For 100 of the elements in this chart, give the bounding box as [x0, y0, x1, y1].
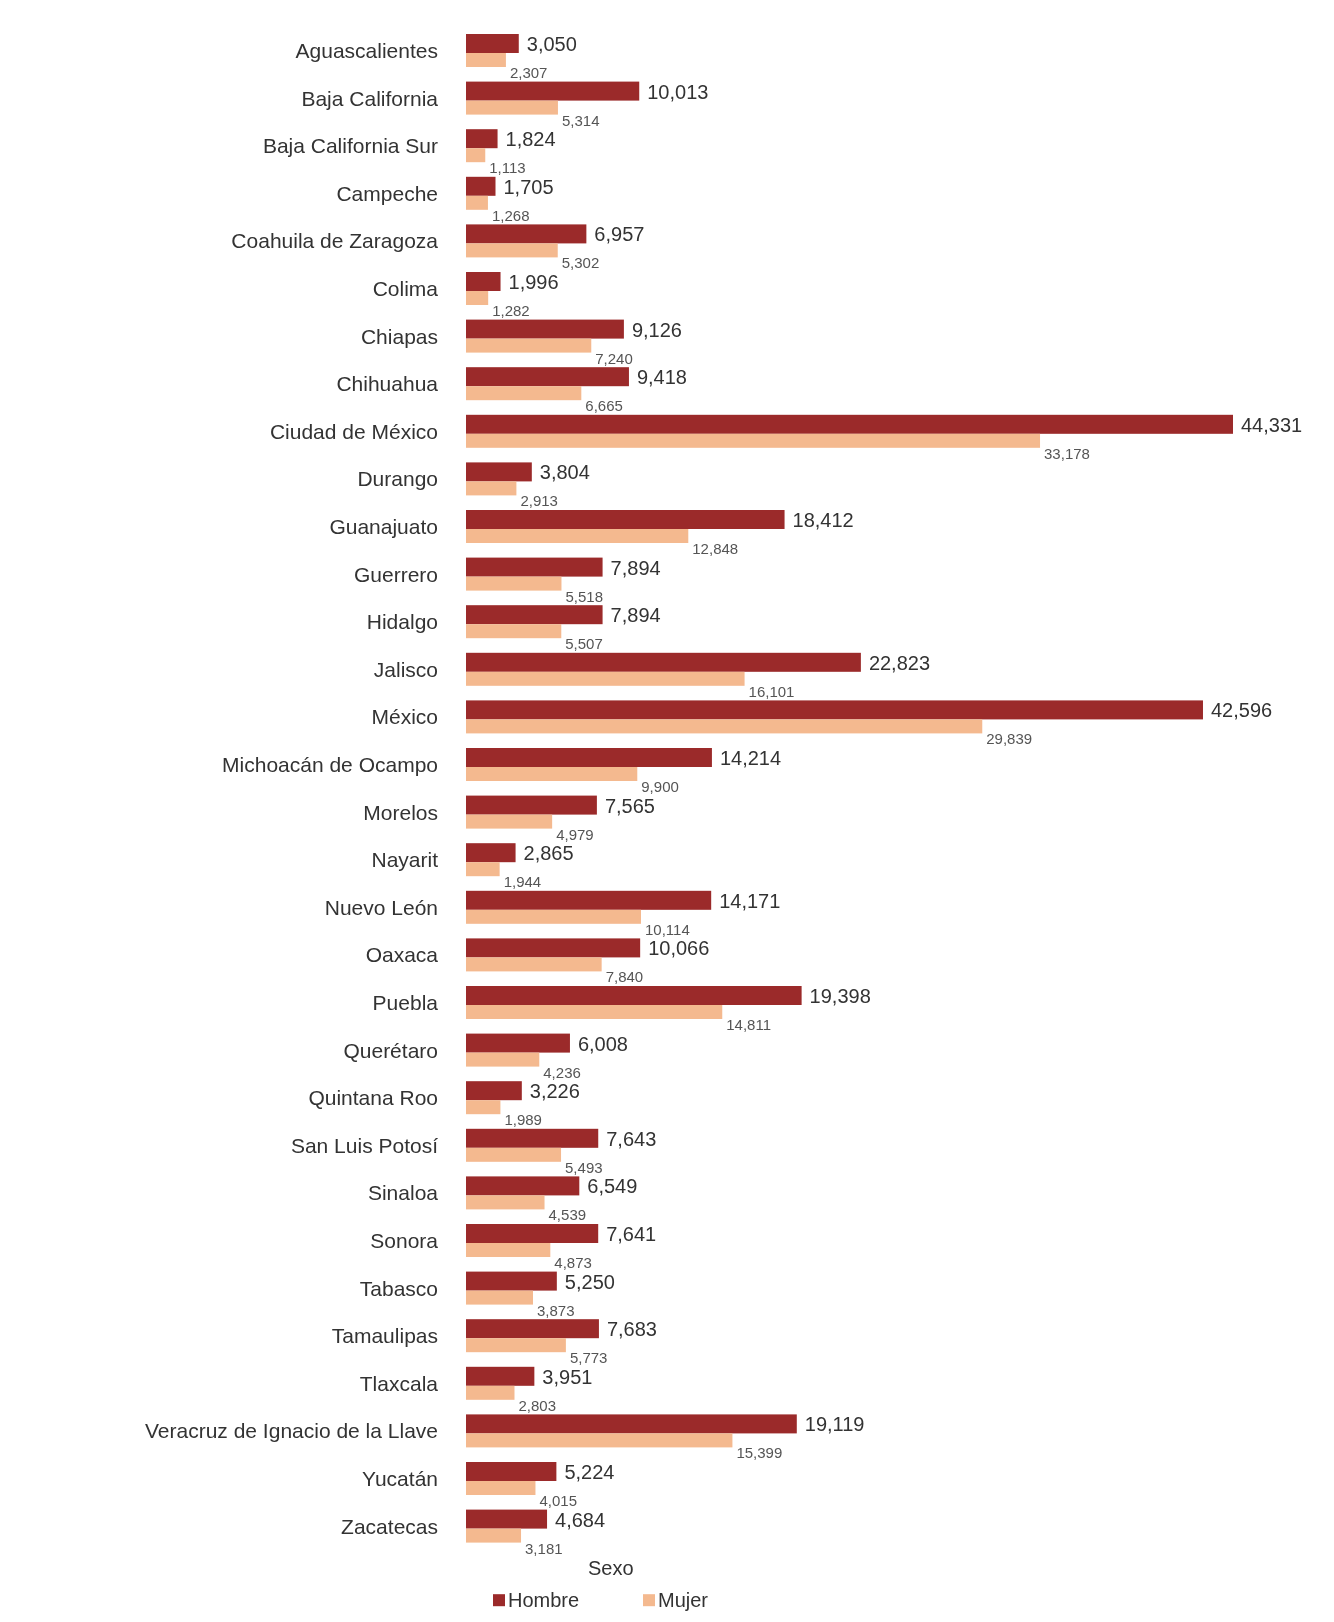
bar [466, 1338, 566, 1353]
bar [466, 1195, 545, 1210]
bar [466, 243, 558, 258]
bar [466, 224, 587, 244]
bar [466, 700, 1203, 720]
y-tick-label: Nuevo León [324, 895, 438, 919]
data-label: 4,979 [556, 825, 594, 843]
bar [466, 719, 983, 734]
legend-label: Hombre [508, 1589, 580, 1612]
bar [466, 652, 861, 672]
data-label: 22,823 [868, 651, 931, 674]
bar [466, 909, 641, 924]
data-label: 5,518 [565, 587, 604, 605]
legend-title: Sexo [588, 1557, 634, 1580]
bar [466, 1176, 580, 1196]
y-tick-label: Puebla [372, 991, 439, 1014]
data-label: 33,178 [1044, 444, 1090, 462]
bar [466, 1005, 723, 1019]
y-tick-label: Zacatecas [341, 1514, 438, 1538]
bar [466, 100, 558, 115]
data-label: 12,848 [692, 540, 739, 557]
bar [466, 176, 496, 196]
data-label: 5,224 [564, 1461, 615, 1483]
y-tick-label: Veracruz de Ignacio de la Llave [144, 1419, 438, 1443]
y-tick-label: Tlaxcala [359, 1371, 439, 1395]
y-tick-label: Querétaro [343, 1038, 438, 1062]
data-label: 19,119 [804, 1413, 865, 1436]
bar [466, 1319, 599, 1339]
y-tick-label: Baja California [301, 86, 439, 110]
y-tick-label: Hidalgo [366, 610, 438, 634]
y-tick-label: Yucatán [362, 1467, 438, 1490]
bar [466, 81, 640, 101]
y-tick-label: Tamaulipas [331, 1324, 438, 1348]
bar [466, 748, 712, 767]
data-label: 2,865 [523, 842, 574, 865]
data-label: 6,549 [587, 1175, 638, 1198]
y-tick-label: Jalisco [373, 657, 438, 681]
data-label: 5,314 [561, 111, 600, 129]
data-label: 18,412 [792, 509, 854, 531]
data-label: 7,683 [606, 1318, 657, 1341]
y-tick-label: Colima [372, 277, 439, 300]
bar [466, 605, 603, 625]
data-label: 4,539 [548, 1206, 587, 1224]
bar [466, 1081, 522, 1101]
bar [466, 843, 516, 863]
bar [466, 671, 745, 686]
bar [466, 1481, 536, 1495]
y-tick-label: Quintana Roo [308, 1086, 438, 1110]
data-label: 14,171 [719, 889, 781, 912]
bar [466, 1366, 535, 1386]
bar [466, 195, 488, 210]
bar [466, 1100, 501, 1115]
data-label: 10,114 [644, 920, 690, 938]
bar [466, 462, 532, 482]
data-label: 10,066 [648, 937, 710, 960]
bar [466, 890, 712, 910]
data-label: 15,399 [736, 1444, 783, 1462]
data-label: 1,113 [489, 159, 526, 177]
bar [466, 767, 638, 781]
bar [466, 624, 562, 639]
data-label: 3,951 [542, 1365, 593, 1388]
data-label: 7,240 [595, 349, 633, 367]
data-label: 7,565 [604, 794, 655, 817]
data-label: 7,641 [606, 1223, 657, 1245]
data-label: 2,913 [520, 492, 558, 510]
y-tick-label: Guerrero [353, 562, 438, 586]
bar [466, 576, 562, 591]
data-label: 3,181 [525, 1539, 563, 1557]
y-tick-label: Chihuahua [336, 372, 439, 396]
bar [466, 481, 517, 496]
bar [466, 1290, 534, 1305]
bar [466, 1509, 548, 1529]
y-tick-label: México [371, 705, 438, 729]
data-label: 10,013 [647, 80, 709, 103]
data-label: 4,015 [539, 1492, 578, 1509]
y-tick-label: Tabasco [359, 1276, 438, 1300]
data-label: 29,839 [986, 730, 1033, 748]
data-label: 3,873 [537, 1301, 575, 1319]
bar [466, 129, 498, 149]
y-tick-label: Coahuila de Zaragoza [231, 229, 439, 253]
y-tick-label: Sinaloa [367, 1181, 439, 1205]
bar [466, 1224, 599, 1243]
data-label: 5,250 [564, 1270, 615, 1293]
data-label: 7,894 [610, 556, 661, 579]
bar [466, 1128, 599, 1148]
bar [466, 386, 582, 401]
bar [466, 1243, 551, 1257]
y-tick-label: Baja California Sur [262, 134, 438, 158]
y-tick-label: Chiapas [360, 324, 438, 348]
data-label: 1,989 [504, 1111, 542, 1129]
data-label: 42,596 [1210, 699, 1273, 722]
data-label: 1,944 [503, 873, 542, 891]
data-label: 1,282 [492, 302, 530, 319]
bar [466, 1052, 540, 1067]
bar [466, 338, 592, 353]
data-label: 9,126 [631, 318, 682, 341]
data-label: 7,643 [606, 1127, 657, 1150]
y-tick-label: Sonora [370, 1229, 439, 1252]
data-label: 6,957 [594, 223, 645, 246]
bar [466, 1528, 522, 1543]
